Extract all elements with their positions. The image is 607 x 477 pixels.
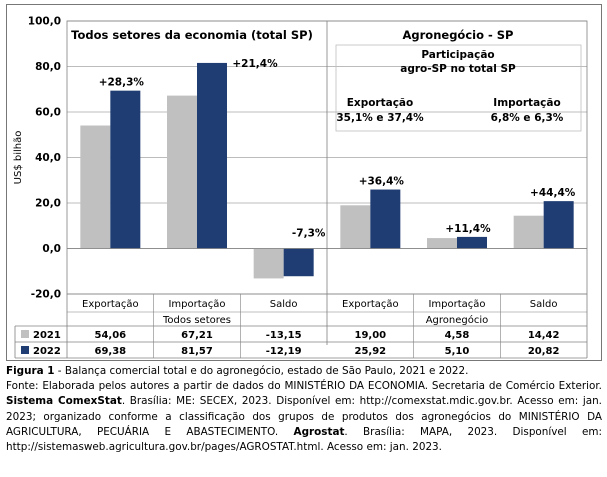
group-label: Agronegócio — [426, 314, 489, 326]
data-label: 20,82 — [528, 346, 560, 357]
data-label: 5,10 — [445, 346, 470, 357]
change-label: -7,3% — [292, 228, 326, 240]
data-label: 25,92 — [355, 346, 387, 357]
legend-label: 2021 — [33, 330, 61, 341]
legend-swatch-2021 — [21, 330, 29, 338]
y-tick-label: 100,0 — [28, 16, 61, 28]
change-label: +11,4% — [445, 223, 491, 235]
x-category-label: Saldo — [530, 299, 558, 310]
bar-2022 — [110, 90, 141, 249]
bar-2021 — [80, 125, 111, 249]
import-participation-value: 6,8% e 6,3% — [491, 112, 564, 124]
x-category-label: Exportação — [82, 299, 139, 310]
change-label: +44,4% — [530, 187, 576, 199]
y-tick-label: 60,0 — [35, 107, 61, 119]
x-category-label: Exportação — [342, 299, 399, 310]
y-tick-label: 20,0 — [35, 198, 61, 210]
y-tick-label: -20,0 — [31, 289, 61, 301]
bar-2021 — [167, 95, 197, 249]
change-label: +36,4% — [359, 176, 405, 188]
group-label: Todos setores — [162, 315, 231, 326]
participation-box — [335, 44, 582, 132]
bar-2022 — [543, 201, 574, 249]
bar-2022 — [283, 248, 314, 277]
x-category-label: Importação — [428, 299, 485, 310]
data-label: -12,19 — [266, 346, 302, 357]
y-tick-label: 40,0 — [35, 152, 61, 164]
export-participation-value: 35,1% e 37,4% — [336, 112, 424, 124]
bar-2021 — [427, 238, 457, 249]
bar-2021 — [513, 215, 544, 249]
export-participation-label: Exportação — [347, 97, 413, 109]
import-participation-label: Importação — [493, 97, 560, 109]
y-axis-label: US$ bilhão — [13, 131, 24, 185]
figure-text: - Balança comercial total e do agronegóc… — [54, 365, 469, 377]
change-label: +21,4% — [232, 58, 278, 70]
participation-line1: Participação — [421, 49, 494, 61]
bar-2022 — [370, 189, 401, 249]
x-category-label: Saldo — [270, 299, 298, 310]
figure-caption: Figura 1 - Balança comercial total e do … — [6, 364, 602, 455]
caption-source: Fonte: Elaborada pelos autores a partir … — [6, 379, 602, 455]
figure-label: Figura 1 — [6, 365, 55, 377]
caption-title: Figura 1 - Balança comercial total e do … — [6, 364, 602, 379]
bar-2022 — [197, 62, 227, 249]
source-middle: . Brasília: ME: SECEX, 2023. Disponível … — [6, 395, 602, 438]
y-tick-label: 80,0 — [35, 61, 61, 73]
bar-chart: -20,0 0,0 20,0 40,0 60,0 80,0 100,0 US$ bilhão +… — [13, 16, 588, 359]
data-label: 19,00 — [355, 330, 387, 341]
annotation-right-title: Agronegócio - SP — [403, 28, 514, 42]
participation-line2: agro-SP no total SP — [400, 63, 516, 75]
source-system-name: Sistema ComexStat — [6, 395, 122, 408]
source-end: . Brasília: MAPA, 2023. Disponível em: h… — [6, 425, 603, 454]
change-label: +28,3% — [99, 77, 145, 89]
x-category-label: Importação — [168, 299, 225, 310]
annotation-left-title: Todos setores da economia (total SP) — [71, 28, 313, 42]
data-label: 4,58 — [445, 330, 470, 341]
source-prefix: Fonte: Elaborada pelos autores a partir … — [6, 380, 602, 393]
y-tick-label: 0,0 — [42, 243, 61, 255]
data-label: 69,38 — [95, 346, 127, 357]
legend-label: 2022 — [33, 346, 61, 357]
chart-figure: -20,0 0,0 20,0 40,0 60,0 80,0 100,0 US$ bilhão +… — [6, 4, 602, 361]
data-label: 14,42 — [528, 330, 560, 341]
data-label: -13,15 — [266, 330, 302, 341]
data-label: 67,21 — [181, 330, 213, 341]
bar-2021 — [253, 248, 284, 279]
bar-2021 — [340, 205, 371, 249]
legend-swatch-2022 — [21, 346, 29, 354]
bar-2022 — [457, 236, 487, 249]
source-agrostat-name: Agrostat — [293, 425, 345, 438]
data-label: 81,57 — [181, 346, 213, 357]
data-label: 54,06 — [95, 330, 127, 341]
